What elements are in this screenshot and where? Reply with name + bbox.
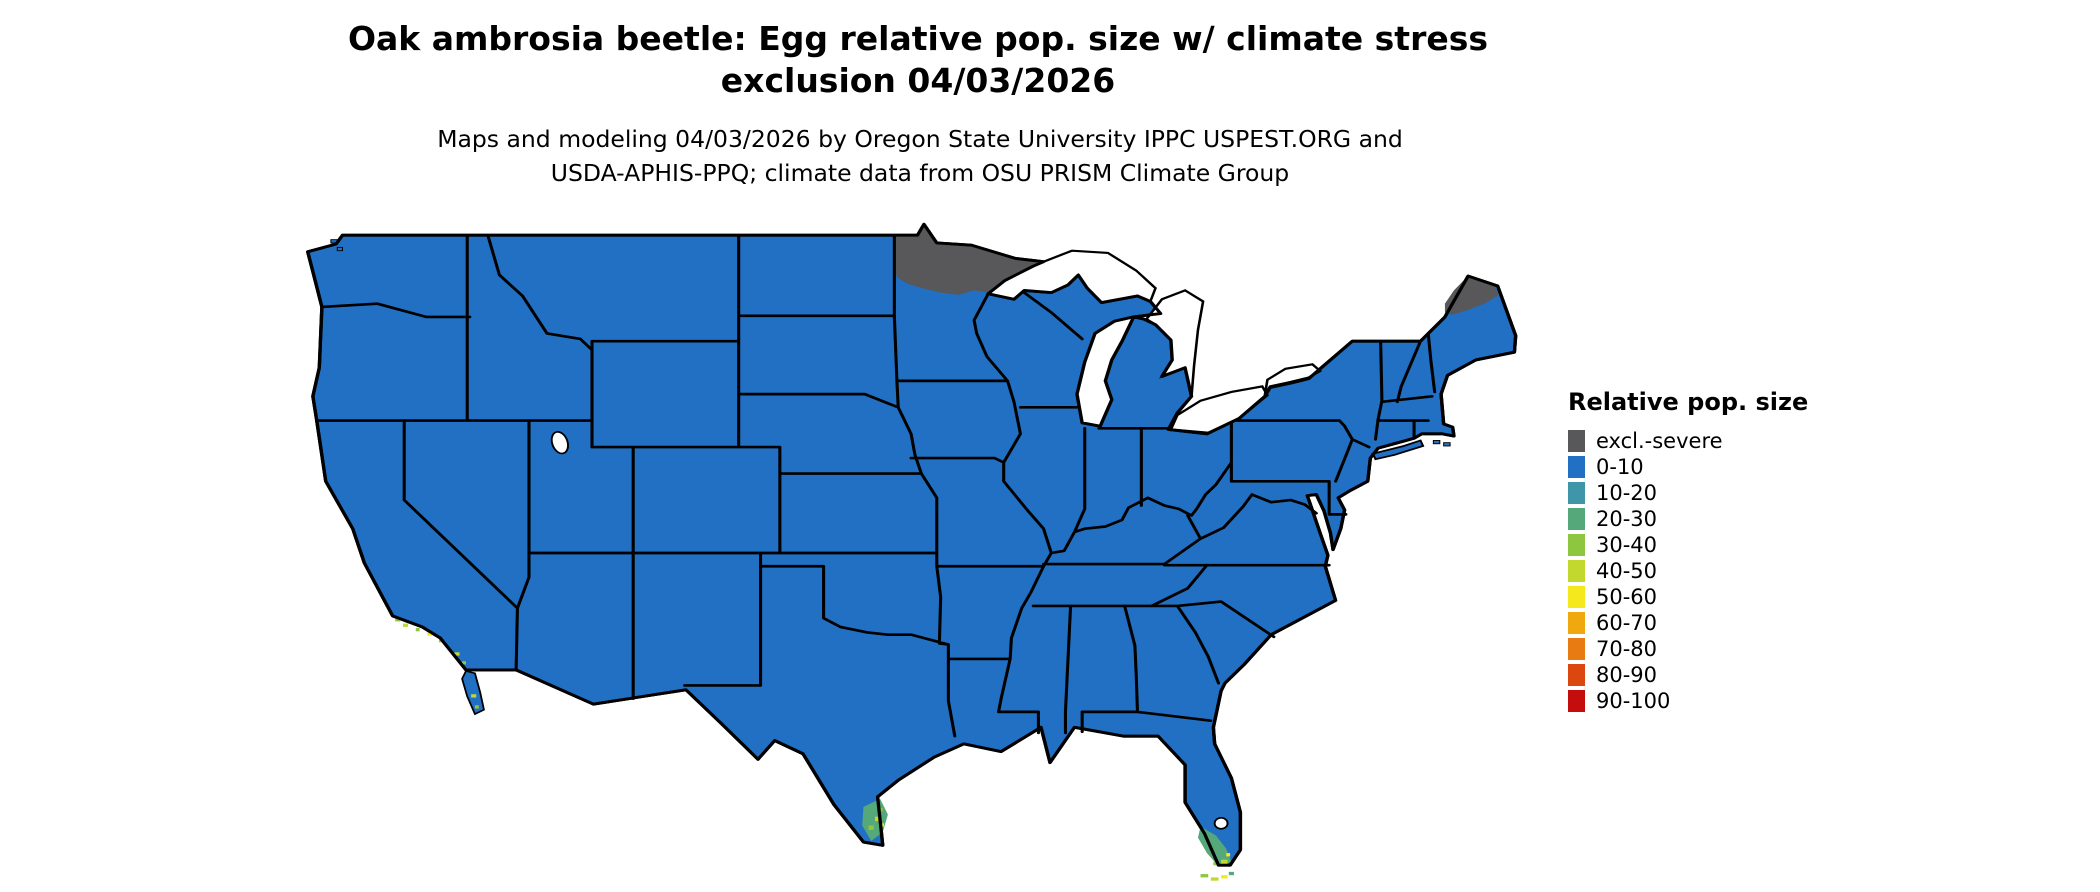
legend-label: 30-40: [1596, 533, 1658, 557]
accent-spot: [875, 816, 882, 822]
legend-item: 70-80: [1568, 638, 1868, 660]
accent-spot-keys: [1221, 875, 1228, 879]
legend-swatch: [1568, 690, 1585, 712]
legend-item: 80-90: [1568, 664, 1868, 686]
legend-label: 70-80: [1596, 637, 1658, 661]
baja-sliver: [461, 670, 485, 716]
legend-label: 10-20: [1596, 481, 1658, 505]
legend-item: 50-60: [1568, 586, 1868, 608]
legend-label: excl.-severe: [1596, 429, 1723, 453]
legend-swatch: [1568, 534, 1585, 556]
legend-swatch: [1568, 560, 1585, 582]
accent-spot: [474, 705, 479, 709]
page-title: Oak ambrosia beetle: Egg relative pop. s…: [348, 18, 1488, 102]
legend-swatch: [1568, 456, 1585, 478]
legend-item: 10-20: [1568, 482, 1868, 504]
legend-swatch: [1568, 430, 1585, 452]
legend-item: 20-30: [1568, 508, 1868, 530]
island-speck: [1443, 442, 1451, 447]
page-title-line2: exclusion 04/03/2026: [720, 61, 1116, 100]
legend-item: 30-40: [1568, 534, 1868, 556]
accent-spot-keys: [1228, 871, 1234, 876]
exclusion-region-maine: [1444, 277, 1499, 315]
legend-label: 20-30: [1596, 507, 1658, 531]
legend-item: 90-100: [1568, 690, 1868, 712]
accent-spot: [462, 661, 466, 665]
us-map: [306, 222, 1518, 881]
lake-okeechobee: [1213, 816, 1229, 830]
legend-swatch: [1568, 508, 1585, 530]
legend-label: 90-100: [1596, 689, 1671, 713]
page-subtitle-line1: Maps and modeling 04/03/2026 by Oregon S…: [437, 125, 1403, 153]
legend-swatch: [1568, 482, 1585, 504]
page-title-line1: Oak ambrosia beetle: Egg relative pop. s…: [347, 19, 1489, 58]
legend: Relative pop. size excl.-severe 0-10 10-…: [1568, 388, 1868, 716]
legend-label: 60-70: [1596, 611, 1658, 635]
legend-swatch: [1568, 586, 1585, 608]
accent-spot: [402, 623, 409, 627]
legend-item: 40-50: [1568, 560, 1868, 582]
accent-spot-keys: [1200, 874, 1209, 878]
accent-spot: [471, 694, 477, 698]
island-speck: [1432, 440, 1441, 445]
legend-item: excl.-severe: [1568, 430, 1868, 452]
accent-spot: [1213, 861, 1219, 866]
accent-spot: [868, 825, 874, 830]
accent-spot: [454, 652, 460, 656]
legend-label: 80-90: [1596, 663, 1658, 687]
legend-label: 40-50: [1596, 559, 1658, 583]
accent-spot: [415, 628, 420, 632]
legend-items: excl.-severe 0-10 10-20 20-30 30-40 40-5…: [1568, 430, 1868, 716]
accent-spot: [395, 618, 401, 622]
accent-spot: [1226, 853, 1231, 857]
long-island: [1371, 439, 1425, 461]
legend-swatch: [1568, 638, 1585, 660]
legend-title: Relative pop. size: [1568, 388, 1809, 416]
legend-label: 0-10: [1596, 455, 1644, 479]
us-outline-stroke: [306, 222, 1518, 867]
state-borders: [315, 233, 1437, 738]
island-speck: [336, 246, 343, 252]
accent-spot: [1221, 859, 1228, 865]
legend-swatch: [1568, 664, 1585, 686]
legend-swatch: [1568, 612, 1585, 634]
exclusion-region-minnesota: [894, 224, 1044, 295]
accent-spot-keys: [1210, 877, 1219, 881]
page-subtitle-line2: USDA-APHIS-PPQ; climate data from OSU PR…: [550, 159, 1290, 187]
legend-item: 60-70: [1568, 612, 1868, 634]
great-salt-lake: [550, 431, 569, 455]
page-subtitle: Maps and modeling 04/03/2026 by Oregon S…: [437, 122, 1403, 190]
legend-label: 50-60: [1596, 585, 1658, 609]
legend-item: 0-10: [1568, 456, 1868, 478]
accent-spot: [427, 632, 433, 636]
